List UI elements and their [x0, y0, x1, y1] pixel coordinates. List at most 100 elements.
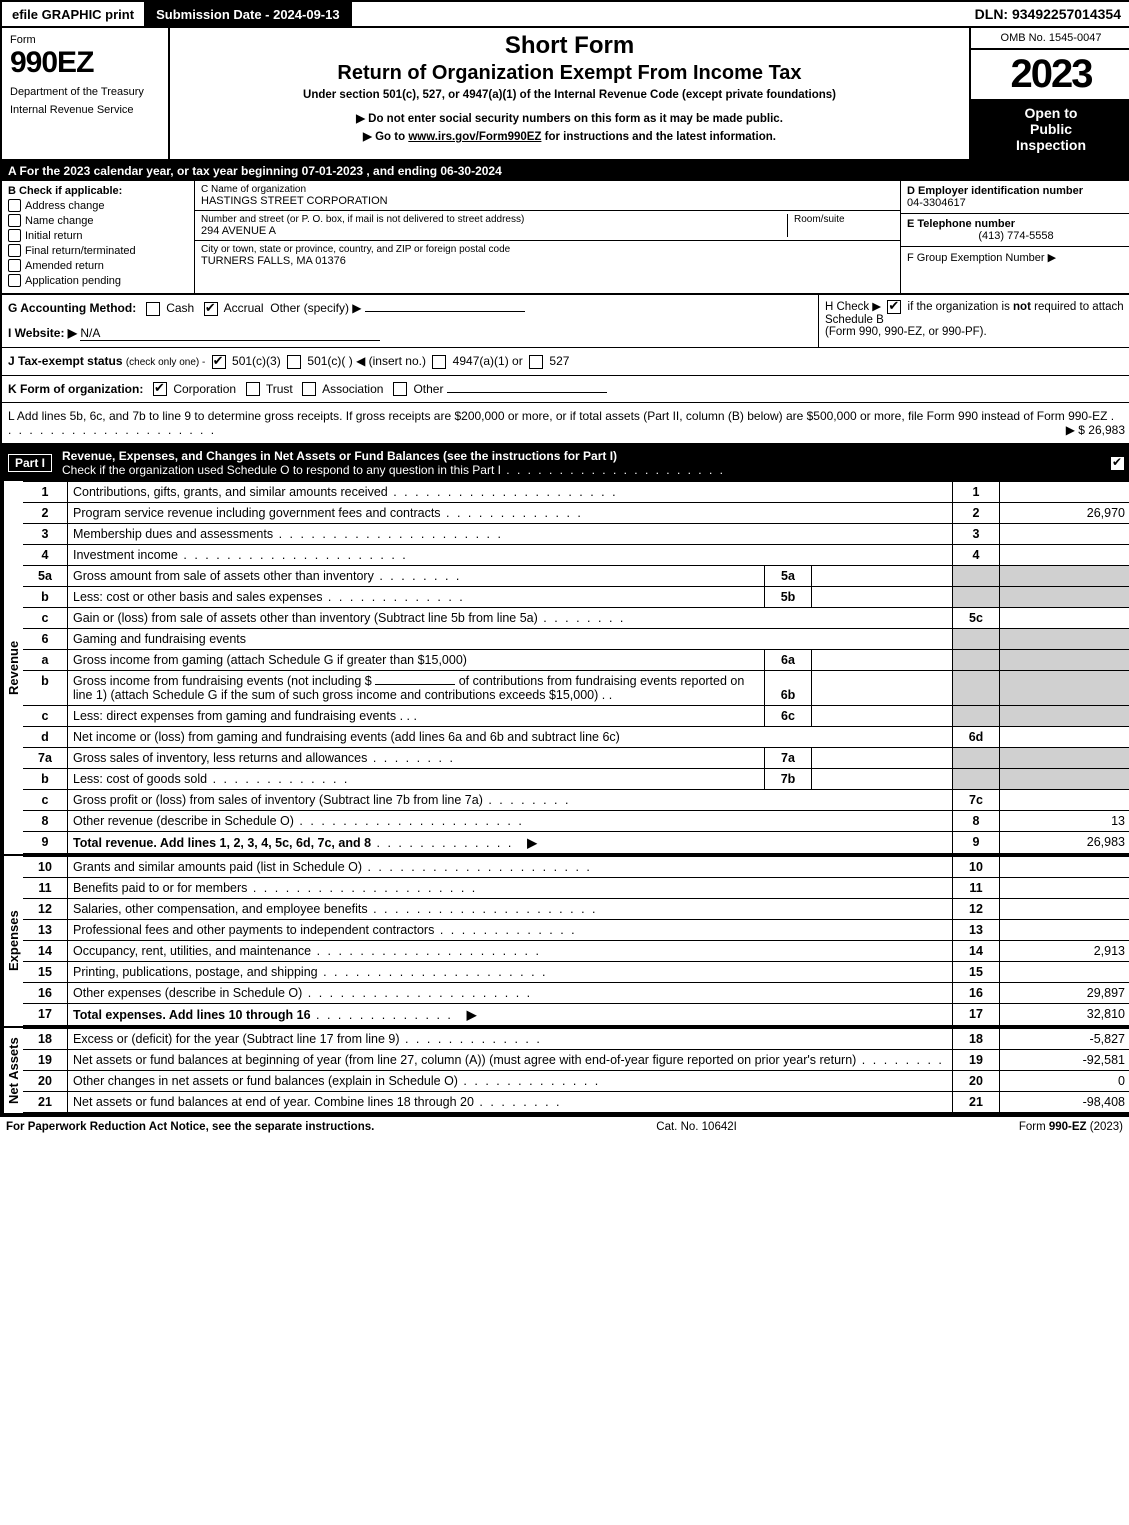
group-exemption-label: F Group Exemption Number ▶ [907, 251, 1125, 264]
website-label: I Website: ▶ [8, 326, 77, 340]
line-10-desc: Grants and similar amounts paid (list in… [73, 860, 362, 874]
checkbox-cash[interactable] [146, 302, 160, 316]
line-8-ref: 8 [953, 811, 1000, 832]
checkbox-application-pending[interactable]: Application pending [8, 274, 188, 287]
label-501c: 501(c)( ) ◀ (insert no.) [307, 354, 426, 368]
line-2-desc: Program service revenue including govern… [73, 506, 441, 520]
checkbox-amended-return[interactable]: Amended return [8, 259, 188, 272]
line-17: 17 Total expenses. Add lines 10 through … [23, 1004, 1129, 1026]
line-6a-sub: 6a [765, 650, 812, 671]
other-org-input[interactable] [447, 392, 607, 393]
city-label: City or town, state or province, country… [201, 244, 894, 255]
line-8-val: 13 [1000, 811, 1129, 832]
line-6c-num: c [23, 706, 68, 727]
line-6-desc: Gaming and fundraising events [68, 629, 953, 650]
checkbox-corporation[interactable] [153, 382, 167, 396]
line-9-num: 9 [23, 832, 68, 854]
line-7c-val [1000, 790, 1129, 811]
grey-cell [1000, 706, 1129, 727]
title-shortform: Short Form [178, 32, 961, 60]
dots [458, 1074, 600, 1088]
checkbox-address-change[interactable]: Address change [8, 199, 188, 212]
efile-print-button[interactable]: efile GRAPHIC print [2, 2, 146, 26]
checkbox-final-return[interactable]: Final return/terminated [8, 244, 188, 257]
title-return: Return of Organization Exempt From Incom… [178, 62, 961, 85]
netassets-table: 18 Excess or (deficit) for the year (Sub… [23, 1028, 1129, 1113]
line-7c: c Gross profit or (loss) from sales of i… [23, 790, 1129, 811]
line-19: 19 Net assets or fund balances at beginn… [23, 1050, 1129, 1071]
line-6b-amount[interactable] [375, 684, 455, 685]
line-7a-sub: 7a [765, 748, 812, 769]
dots [538, 611, 626, 625]
section-l: L Add lines 5b, 6c, and 7b to line 9 to … [2, 403, 1129, 444]
line-15: 15 Printing, publications, postage, and … [23, 962, 1129, 983]
label-accrual: Accrual [224, 301, 264, 315]
h-text4: (Form 990, 990-EZ, or 990-PF). [825, 326, 987, 338]
section-k: K Form of organization: Corporation Trus… [2, 376, 1129, 404]
line-21-val: -98,408 [1000, 1092, 1129, 1113]
checkbox-other-org[interactable] [393, 382, 407, 396]
checkbox-527[interactable] [529, 355, 543, 369]
line-19-ref: 19 [953, 1050, 1000, 1071]
line-18: 18 Excess or (deficit) for the year (Sub… [23, 1029, 1129, 1050]
checkbox-schedule-o[interactable] [1110, 456, 1125, 471]
org-name: HASTINGS STREET CORPORATION [201, 195, 894, 207]
grey-cell [953, 748, 1000, 769]
part1-title: Revenue, Expenses, and Changes in Net As… [62, 449, 617, 463]
line-7b-desc: Less: cost of goods sold [73, 772, 207, 786]
street-value: 294 AVENUE A [201, 225, 787, 237]
line-19-val: -92,581 [1000, 1050, 1129, 1071]
dots [273, 527, 503, 541]
line-8-num: 8 [23, 811, 68, 832]
line-13-desc: Professional fees and other payments to … [73, 923, 434, 937]
checkbox-name-change[interactable]: Name change [8, 214, 188, 227]
label-association: Association [322, 382, 383, 396]
checkbox-schedule-b[interactable] [887, 300, 901, 314]
grey-cell [1000, 650, 1129, 671]
line-6b-sub: 6b [765, 671, 812, 706]
part1-label: Part I [8, 454, 52, 472]
sidebar-netassets: Net Assets [2, 1028, 23, 1113]
netassets-section: Net Assets 18 Excess or (deficit) for th… [2, 1026, 1129, 1113]
grey-cell [953, 650, 1000, 671]
dots [400, 1032, 542, 1046]
other-specify-input[interactable] [365, 311, 525, 312]
line-4-num: 4 [23, 545, 68, 566]
checkbox-4947[interactable] [432, 355, 446, 369]
line-7c-desc: Gross profit or (loss) from sales of inv… [73, 793, 483, 807]
grey-cell [1000, 748, 1129, 769]
open-line3: Inspection [975, 137, 1127, 153]
label-amended-return: Amended return [25, 260, 104, 272]
line-9-val: 26,983 [1000, 832, 1129, 854]
label-other: Other (specify) ▶ [270, 301, 361, 315]
line-6c-desc: Less: direct expenses from gaming and fu… [73, 709, 396, 723]
checkbox-accrual[interactable] [204, 302, 218, 316]
line-12-desc: Salaries, other compensation, and employ… [73, 902, 368, 916]
checkbox-trust[interactable] [246, 382, 260, 396]
line-5c-num: c [23, 608, 68, 629]
dots [434, 923, 576, 937]
line-6: 6 Gaming and fundraising events [23, 629, 1129, 650]
dots [367, 751, 455, 765]
line-18-desc: Excess or (deficit) for the year (Subtra… [73, 1032, 400, 1046]
line-6d-desc: Net income or (loss) from gaming and fun… [68, 727, 953, 748]
line-8: 8 Other revenue (describe in Schedule O)… [23, 811, 1129, 832]
top-bar: efile GRAPHIC print Submission Date - 20… [2, 2, 1129, 28]
tax-year: 2023 [971, 50, 1129, 99]
line-7c-ref: 7c [953, 790, 1000, 811]
line-16-val: 29,897 [1000, 983, 1129, 1004]
checkbox-initial-return[interactable]: Initial return [8, 229, 188, 242]
line-6a: a Gross income from gaming (attach Sched… [23, 650, 1129, 671]
line-6b: b Gross income from fundraising events (… [23, 671, 1129, 706]
line-6d-num: d [23, 727, 68, 748]
checkbox-501c[interactable] [287, 355, 301, 369]
line-10-val [1000, 857, 1129, 878]
street-label: Number and street (or P. O. box, if mail… [201, 214, 787, 225]
line-5b: b Less: cost or other basis and sales ex… [23, 587, 1129, 608]
checkbox-501c3[interactable] [212, 355, 226, 369]
checkbox-association[interactable] [302, 382, 316, 396]
irs-link[interactable]: www.irs.gov/Form990EZ [408, 131, 541, 143]
label-final-return: Final return/terminated [25, 245, 136, 257]
line-5c-desc: Gain or (loss) from sale of assets other… [73, 611, 538, 625]
grey-cell [953, 629, 1000, 650]
